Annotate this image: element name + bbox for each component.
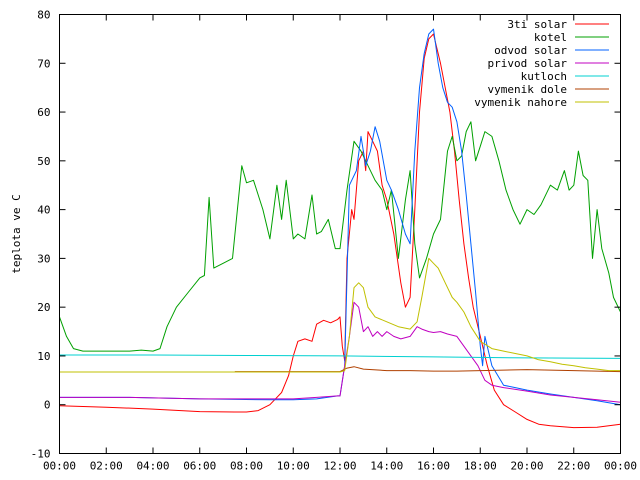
series-layer: [59, 28, 621, 429]
x-tick-label: 16:00: [417, 460, 450, 473]
y-tick-label: 30: [37, 252, 50, 265]
x-tick-label: 00:00: [43, 460, 76, 473]
y-tick-label: 20: [37, 301, 50, 314]
x-tick-label: 10:00: [277, 460, 310, 473]
y-tick-label: 10: [37, 350, 50, 363]
y-tick-label: 80: [37, 9, 50, 22]
x-tick-label: 06:00: [183, 460, 216, 473]
series-line-1: [59, 121, 621, 352]
tick-labels: -10 0 10 20 30 40 50 60 70 80 00:00 02:00 04:00 06:00…: [31, 9, 637, 473]
x-tick-label: 12:00: [323, 460, 356, 473]
y-tick-label: 40: [37, 204, 50, 217]
legend-label: kotel: [534, 31, 567, 44]
legend-label: vymenik dole: [488, 83, 567, 96]
legend-label: vymenik nahore: [474, 96, 567, 109]
series-line-4: [59, 354, 621, 359]
x-tick-label: 02:00: [90, 460, 123, 473]
legend-label: 3ti solar: [507, 18, 567, 31]
y-tick-label: 0: [44, 399, 51, 412]
y-tick-label: 50: [37, 155, 50, 168]
ticks-layer: [59, 14, 621, 454]
series-line-6: [59, 257, 621, 373]
x-tick-label: 18:00: [464, 460, 497, 473]
x-tick-label: 20:00: [510, 460, 543, 473]
x-tick-label: 08:00: [230, 460, 263, 473]
x-tick-label: 22:00: [557, 460, 590, 473]
legend-label: odvod solar: [494, 44, 567, 57]
x-tick-label: 04:00: [136, 460, 169, 473]
series-line-5: [234, 366, 621, 373]
x-tick-label: 14:00: [370, 460, 403, 473]
y-tick-label: -10: [31, 448, 51, 461]
y-tick-label: 70: [37, 57, 50, 70]
series-line-3: [59, 301, 621, 403]
y-axis-label: teplota ve C: [10, 194, 23, 273]
legend-label: privod solar: [488, 57, 568, 70]
legend-label: kutloch: [521, 70, 567, 83]
x-tick-label: 00:00: [604, 460, 637, 473]
y-tick-label: 60: [37, 106, 50, 119]
